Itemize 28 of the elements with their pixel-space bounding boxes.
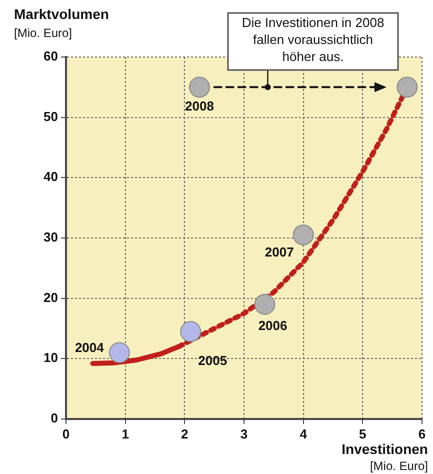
point <box>396 76 418 98</box>
x-tick-label: 2 <box>181 426 188 442</box>
point <box>180 321 202 342</box>
x-axis-title: Investitionen [Mio. Euro] <box>342 441 428 473</box>
y-tick-label: 50 <box>44 108 58 124</box>
y-tick-label: 30 <box>44 230 58 245</box>
point <box>189 76 210 98</box>
annotation: 2005 <box>198 353 228 368</box>
y-tick-label: 60 <box>44 48 58 64</box>
x-tick-label: 3 <box>240 426 248 442</box>
y-tick-label: 20 <box>44 290 58 305</box>
annotation: 2004 <box>74 340 105 356</box>
point <box>254 294 276 315</box>
y-tick-label: 40 <box>44 169 58 184</box>
x-tick-label: 5 <box>359 426 366 442</box>
annotation: 2007 <box>264 244 294 260</box>
x-tick-label: 4 <box>300 426 308 442</box>
annotation: Die Investitionen in 2008 fallen voraussichtlich höher aus. <box>242 15 384 64</box>
x-tick-label: 6 <box>418 426 426 442</box>
point <box>108 342 130 364</box>
y-tick-label: 10 <box>44 350 58 366</box>
point <box>292 224 314 246</box>
annotation: 2008 <box>185 98 214 114</box>
y-axis-title: Marktvolumen [Mio. Euro] <box>14 6 109 40</box>
y-tick-label: 0 <box>50 410 58 426</box>
annotation: 2006 <box>258 318 288 333</box>
x-tick-label: 1 <box>122 426 129 442</box>
x-tick-label: 0 <box>62 426 70 442</box>
